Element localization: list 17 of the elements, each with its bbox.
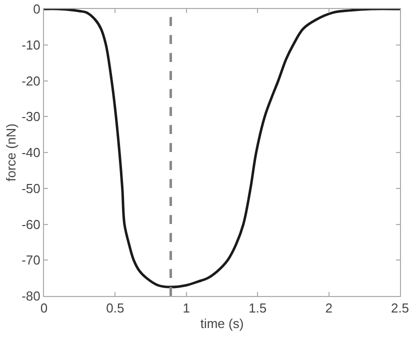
x-tick-label: 2 [325, 300, 332, 316]
y-tick-label: -70 [22, 252, 40, 268]
y-tick-label: -10 [22, 37, 40, 52]
y-tick-label: -40 [22, 145, 40, 160]
y-tick-label: -60 [22, 216, 40, 232]
y-tick-label: 0 [33, 2, 40, 17]
x-tick-label: 0.5 [106, 300, 124, 316]
x-axis-title: time (s) [200, 316, 244, 332]
y-tick-label: -30 [22, 109, 40, 124]
x-tick-label: 1 [182, 300, 190, 316]
line-series [44, 9, 400, 288]
x-tick-label: 1.5 [248, 300, 267, 316]
y-tick-label: -20 [22, 73, 40, 88]
y-axis-title: force (nN) [4, 124, 19, 182]
y-tick-label: -80 [22, 288, 40, 304]
y-tick-label: -50 [22, 180, 40, 196]
x-tick-label: 2.5 [390, 300, 410, 316]
